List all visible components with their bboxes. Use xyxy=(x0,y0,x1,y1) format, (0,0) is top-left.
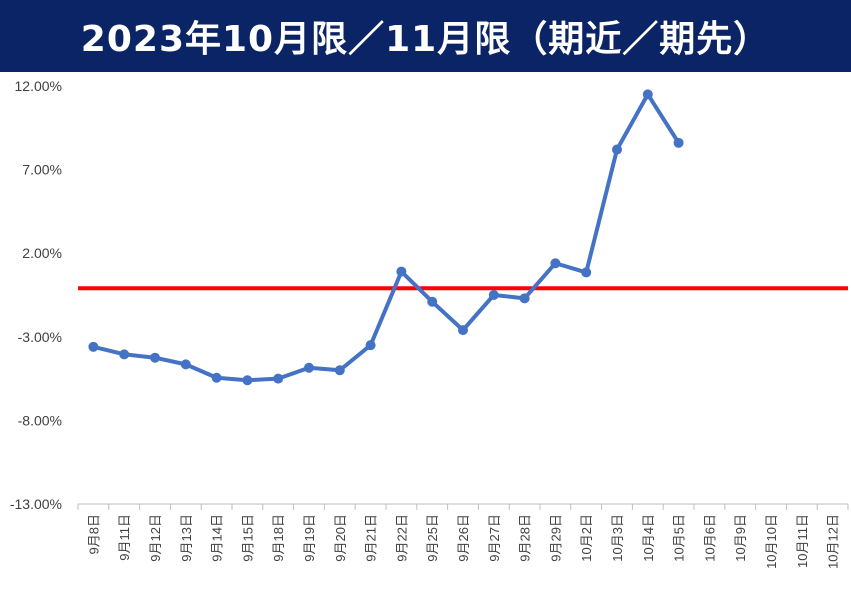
data-point xyxy=(458,325,468,336)
x-tick-label: 10月11日 xyxy=(795,514,810,568)
data-point xyxy=(612,144,622,155)
y-tick-label: 2.00% xyxy=(22,245,62,261)
data-point xyxy=(304,362,314,373)
x-tick-label: 10月2日 xyxy=(579,514,594,562)
x-tick-label: 9月18日 xyxy=(271,514,286,562)
x-tick-label: 9月8日 xyxy=(86,514,101,554)
data-point xyxy=(488,290,499,300)
x-tick-label: 9月12日 xyxy=(148,514,163,562)
series-line xyxy=(92,92,681,383)
y-tick-label: -8.00% xyxy=(18,412,62,428)
data-point xyxy=(273,373,284,384)
data-point xyxy=(334,365,345,376)
data-point xyxy=(211,372,222,383)
x-tick-label: 9月26日 xyxy=(456,514,471,562)
x-tick-label: 9月13日 xyxy=(179,514,194,562)
data-point xyxy=(550,258,561,269)
data-point xyxy=(396,266,407,277)
x-tick-label: 9月22日 xyxy=(394,514,409,562)
data-point xyxy=(180,359,191,370)
x-tick-label: 9月25日 xyxy=(425,514,440,562)
data-point xyxy=(365,340,376,351)
x-tick-label: 10月12日 xyxy=(826,514,841,569)
chart-title: 2023年10月限／11月限（期近／期先） xyxy=(0,0,851,72)
data-point xyxy=(150,352,160,363)
y-tick-label: -3.00% xyxy=(18,329,62,345)
x-tick-label: 10月6日 xyxy=(702,514,717,562)
y-axis-labels: 12.00% 7.00% 2.00% -3.00% -8.00% -13.00% xyxy=(10,78,62,512)
x-tick-label: 10月5日 xyxy=(672,514,687,562)
x-tick-label: 10月3日 xyxy=(610,514,625,562)
y-tick-label: 7.00% xyxy=(22,162,62,178)
x-tick-label: 10月9日 xyxy=(733,514,748,562)
data-point xyxy=(642,89,653,100)
x-tick-label: 9月15日 xyxy=(240,514,255,562)
series-group xyxy=(88,89,684,386)
data-point xyxy=(242,375,253,386)
data-point xyxy=(119,349,130,360)
line-chart: 12.00% 7.00% 2.00% -3.00% -8.00% -13.00% 9月8日… xyxy=(10,78,849,569)
y-tick-label: 12.00% xyxy=(15,78,62,94)
x-tick-label: 9月11日 xyxy=(117,514,132,561)
x-tick-label: 10月10日 xyxy=(764,514,779,569)
y-tick-label: -13.00% xyxy=(10,496,62,512)
data-point xyxy=(519,293,530,304)
x-tick-label: 9月14日 xyxy=(210,514,225,562)
chart-area: 12.00% 7.00% 2.00% -3.00% -8.00% -13.00% 9月8日… xyxy=(0,72,851,595)
x-tick-label: 9月27日 xyxy=(487,514,502,562)
x-tick-label: 9月20日 xyxy=(333,514,348,562)
x-tick-label: 9月29日 xyxy=(548,514,563,562)
axes xyxy=(77,503,849,510)
x-tick-label: 10月4日 xyxy=(641,514,656,562)
x-tick-label: 9月28日 xyxy=(518,514,533,562)
data-point xyxy=(673,137,684,148)
x-tick-label: 9月21日 xyxy=(364,514,379,562)
data-point xyxy=(427,296,438,307)
data-point xyxy=(88,341,99,352)
data-point xyxy=(581,267,592,278)
x-axis-labels: 9月8日 9月11日 9月12日 9月13日 9月14日 9月15日 9月18日 9月19日 9… xyxy=(86,514,840,569)
x-tick-label: 9月19日 xyxy=(302,514,317,562)
